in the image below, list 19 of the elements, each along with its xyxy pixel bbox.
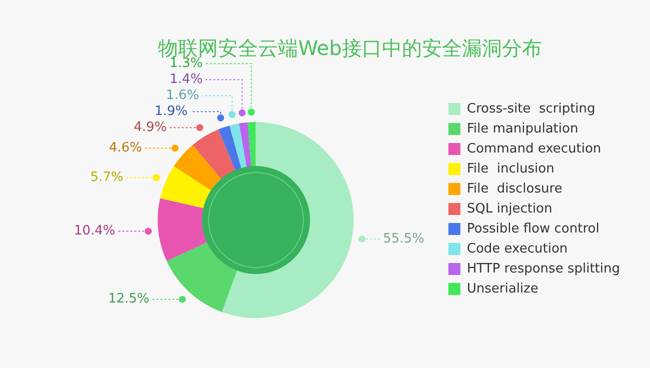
legend-label: File inclusion xyxy=(466,161,554,176)
data-label: 12.5% xyxy=(108,292,150,307)
data-label: 5.7% xyxy=(90,170,124,186)
legend-label: Unserialize xyxy=(466,281,538,296)
data-label: 1.6% xyxy=(166,88,200,103)
legend-label: Cross-site scripting xyxy=(466,101,596,116)
data-label: 1.4% xyxy=(170,72,203,87)
data-label: 1.9% xyxy=(154,104,188,119)
legend-label: SQL injection xyxy=(466,201,552,216)
legend-label: Code execution xyxy=(466,241,568,256)
legend-label: File manipulation xyxy=(466,121,578,136)
data-label: 4.6% xyxy=(108,140,142,156)
legend-label: HTTP response splitting xyxy=(466,261,620,276)
data-label: 55.5% xyxy=(383,231,424,246)
legend-label: Command execution xyxy=(466,141,602,156)
legend-label: Possible flow control xyxy=(466,221,600,236)
data-label: 10.4% xyxy=(74,224,116,239)
legend-label: File disclosure xyxy=(466,181,562,196)
data-label: 4.9% xyxy=(134,120,167,135)
